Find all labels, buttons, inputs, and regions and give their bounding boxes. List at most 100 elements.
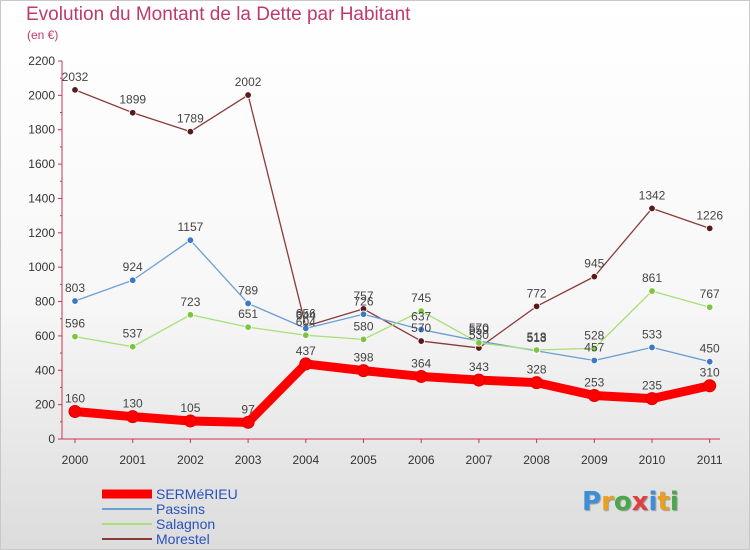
legend-label-morestel: Morestel bbox=[156, 531, 210, 547]
x-tick-label: 2000 bbox=[62, 453, 89, 467]
y-tick-label: 2000 bbox=[28, 88, 55, 102]
data-label-morestel: 2032 bbox=[62, 70, 89, 84]
point-serm-rieu bbox=[357, 364, 370, 378]
y-tick-label: 1600 bbox=[28, 157, 55, 171]
legend-label-salagnon: Salagnon bbox=[156, 516, 215, 532]
x-tick-label: 2009 bbox=[581, 453, 608, 467]
data-label-morestel: 772 bbox=[527, 286, 547, 300]
data-label-morestel: 1789 bbox=[177, 112, 204, 126]
logo-letter: o bbox=[613, 487, 632, 517]
point-passins bbox=[590, 356, 598, 365]
axes: 0 200 400 600 800 1000 1200 1400 1600 1800 2000 220… bbox=[28, 54, 723, 467]
point-passins bbox=[186, 236, 195, 244]
data-label-passins: 533 bbox=[642, 327, 662, 341]
point-salagnon bbox=[590, 344, 598, 352]
series-layer bbox=[68, 86, 717, 429]
point-serm-rieu bbox=[587, 389, 601, 403]
chart-title: Evolution du Montant de la Dette par Hab… bbox=[26, 4, 411, 25]
data-label-serm-rieu: 437 bbox=[296, 344, 316, 358]
data-label-serm-rieu: 105 bbox=[180, 401, 200, 415]
point-serm-rieu bbox=[299, 357, 313, 371]
data-label-serm-rieu: 160 bbox=[65, 392, 85, 406]
y-tick-label: 800 bbox=[35, 295, 55, 309]
point-serm-rieu bbox=[530, 376, 544, 390]
data-label-morestel: 945 bbox=[584, 257, 604, 271]
point-salagnon bbox=[706, 303, 714, 311]
data-label-serm-rieu: 343 bbox=[469, 360, 489, 374]
point-serm-rieu bbox=[703, 379, 717, 393]
point-morestel bbox=[532, 302, 541, 311]
point-passins bbox=[244, 299, 252, 308]
data-label-morestel: 656 bbox=[296, 306, 316, 320]
proxiti-logo: Proxiti bbox=[582, 487, 679, 517]
point-morestel bbox=[244, 91, 252, 99]
x-tick-label: 2004 bbox=[292, 453, 319, 467]
x-tick-label: 2007 bbox=[466, 453, 493, 467]
data-label-passins: 726 bbox=[353, 294, 373, 308]
data-label-morestel: 530 bbox=[469, 328, 489, 342]
point-salagnon bbox=[186, 311, 195, 319]
point-morestel bbox=[590, 272, 598, 281]
x-tick-label: 2006 bbox=[408, 453, 435, 467]
point-serm-rieu bbox=[414, 369, 428, 383]
x-tick-label: 2003 bbox=[235, 453, 262, 467]
point-salagnon bbox=[128, 343, 137, 351]
data-label-passins: 1157 bbox=[177, 220, 203, 234]
point-salagnon bbox=[532, 346, 541, 354]
point-morestel bbox=[128, 109, 137, 117]
data-label-salagnon: 723 bbox=[180, 295, 200, 309]
data-label-passins: 924 bbox=[123, 260, 143, 274]
data-label-salagnon: 518 bbox=[527, 330, 547, 344]
y-tick-label: 1800 bbox=[28, 123, 55, 137]
series-line-passins bbox=[74, 239, 711, 363]
data-label-salagnon: 596 bbox=[65, 317, 85, 331]
point-serm-rieu bbox=[645, 392, 659, 406]
point-salagnon bbox=[417, 307, 425, 315]
x-tick-label: 2005 bbox=[350, 453, 377, 467]
point-passins bbox=[417, 325, 425, 334]
point-serm-rieu bbox=[126, 410, 140, 424]
point-salagnon bbox=[244, 323, 252, 331]
point-morestel bbox=[186, 127, 195, 136]
point-salagnon bbox=[475, 339, 483, 347]
data-label-salagnon: 537 bbox=[123, 327, 143, 341]
data-label-morestel: 2002 bbox=[235, 75, 262, 89]
data-label-salagnon: 528 bbox=[584, 328, 604, 342]
logo-letter: P bbox=[582, 487, 602, 517]
point-passins bbox=[359, 310, 368, 318]
point-passins bbox=[128, 276, 137, 284]
y-tick-label: 200 bbox=[35, 398, 55, 412]
data-label-passins: 570 bbox=[469, 321, 489, 335]
x-tick-label: 2001 bbox=[119, 453, 146, 467]
point-passins bbox=[648, 343, 656, 352]
legend-label-serm-rieu: SERMéRIEU bbox=[156, 486, 238, 502]
data-label-salagnon: 745 bbox=[411, 291, 431, 305]
point-morestel bbox=[71, 86, 79, 94]
y-tick-label: 400 bbox=[35, 363, 55, 377]
x-tick-label: 2010 bbox=[639, 453, 666, 467]
series-line-morestel bbox=[74, 89, 711, 349]
x-tick-label: 2002 bbox=[177, 453, 204, 467]
logo-letter: i bbox=[669, 487, 679, 517]
x-tick-label: 2008 bbox=[523, 453, 550, 467]
logo-letter: x bbox=[631, 487, 649, 517]
data-label-salagnon: 651 bbox=[238, 307, 258, 321]
data-label-morestel: 757 bbox=[353, 289, 373, 303]
chart-subtitle: (en €) bbox=[27, 28, 59, 42]
point-morestel bbox=[648, 204, 656, 213]
y-tick-label: 1000 bbox=[28, 260, 55, 274]
point-salagnon bbox=[302, 331, 310, 339]
point-serm-rieu bbox=[241, 415, 255, 429]
point-salagnon bbox=[359, 335, 368, 344]
y-tick-label: 2200 bbox=[28, 54, 55, 68]
x-tick-label: 2011 bbox=[697, 453, 723, 467]
data-label-serm-rieu: 398 bbox=[353, 351, 373, 365]
data-label-morestel: 1899 bbox=[119, 93, 146, 107]
data-label-serm-rieu: 130 bbox=[123, 397, 143, 411]
data-label-passins: 450 bbox=[700, 342, 720, 356]
data-label-morestel: 1342 bbox=[639, 188, 666, 202]
